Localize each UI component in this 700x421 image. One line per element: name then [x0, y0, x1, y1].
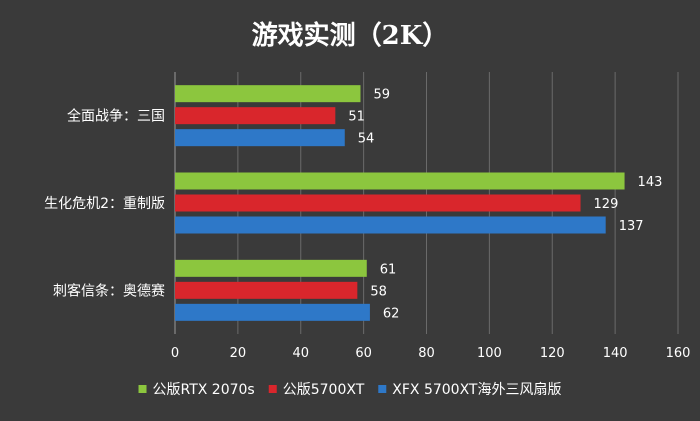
data-label-0-0: 59: [373, 88, 390, 103]
data-label-0-2: 54: [358, 132, 375, 147]
data-label-0-1: 51: [348, 110, 365, 125]
x-tick-label-0: 0: [171, 346, 179, 361]
x-tick-label-100: 100: [477, 346, 502, 361]
x-tick-labels: 0 20 40 60 80 100 120 140 160: [171, 346, 691, 361]
legend-label-2: XFX 5700XT海外三风扇版: [392, 382, 561, 398]
category-label-2: 刺客信条：奥德赛: [53, 282, 165, 299]
legend-swatch-0: [138, 385, 147, 393]
x-tick-label-40: 40: [292, 346, 309, 361]
x-tick-label-20: 20: [230, 346, 247, 361]
legend-swatch-1: [268, 385, 277, 393]
chart-title: 游戏实测（2K）: [252, 20, 449, 51]
bar-2-0: [175, 259, 367, 277]
legend: 公版RTX 2070s 公版5700XT XFX 5700XT海外三风扇版: [138, 382, 561, 398]
bar-2-1: [175, 281, 358, 299]
legend-label-1: 公版5700XT: [283, 382, 365, 398]
x-tick-label-160: 160: [666, 346, 691, 361]
bar-1-0: [175, 172, 625, 190]
category-label-1: 生化危机2：重制版: [44, 196, 165, 212]
data-label-1-2: 137: [619, 219, 644, 234]
data-label-2-0: 61: [380, 262, 397, 277]
category-label-0: 全面战争：三国: [67, 108, 165, 125]
legend-swatch-2: [378, 385, 387, 393]
data-label-1-0: 143: [638, 175, 663, 190]
bar-2-2: [175, 303, 370, 321]
x-tick-label-140: 140: [603, 346, 628, 361]
legend-label-0: 公版RTX 2070s: [153, 382, 255, 398]
bar-0-2: [175, 129, 345, 147]
x-tick-label-120: 120: [540, 346, 565, 361]
bar-1-2: [175, 216, 606, 234]
bar-0-1: [175, 107, 336, 125]
bar-0-0: [175, 85, 361, 103]
data-label-2-2: 62: [383, 306, 400, 321]
x-tick-label-80: 80: [418, 346, 435, 361]
data-label-1-1: 129: [594, 197, 619, 212]
x-tick-label-60: 60: [355, 346, 372, 361]
data-label-2-1: 58: [370, 284, 387, 299]
bar-1-1: [175, 194, 581, 212]
